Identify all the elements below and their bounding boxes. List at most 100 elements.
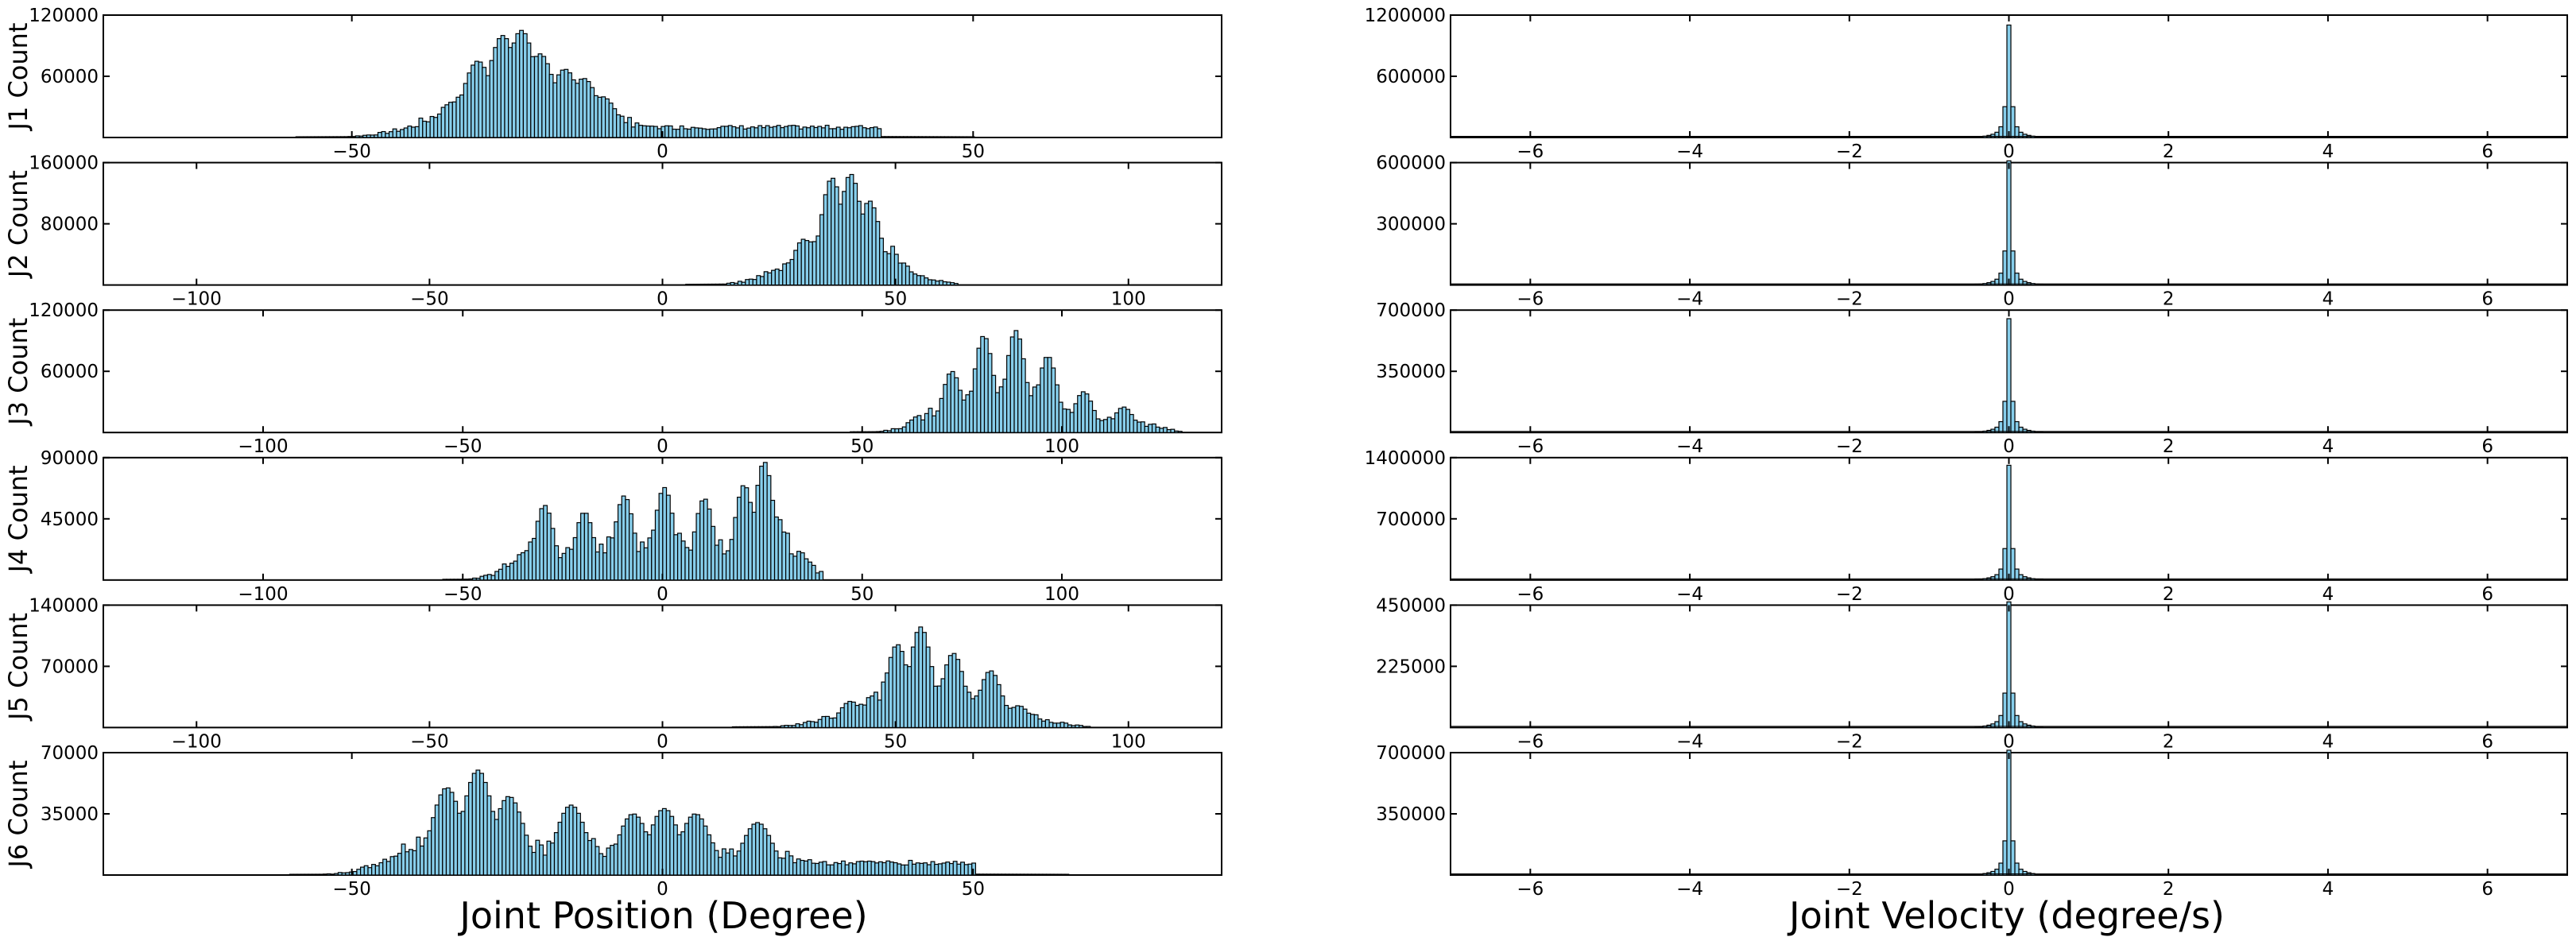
histogram-bar [1088, 401, 1094, 433]
histogram-bar [950, 282, 955, 286]
histogram-bar [647, 537, 653, 581]
y-tick-label: 60000 [41, 362, 99, 382]
histogram-bar [1080, 391, 1086, 433]
histogram-bar [934, 863, 939, 876]
histogram-bar [643, 547, 649, 581]
histogram-bar [370, 134, 375, 138]
histogram-bar [740, 485, 746, 581]
histogram-bar [804, 558, 809, 581]
histogram-bar [767, 272, 773, 286]
histogram-bar [2014, 862, 2020, 876]
histogram-bar [1062, 408, 1067, 433]
histogram-bar [567, 72, 572, 138]
histogram-bar [429, 115, 435, 138]
histogram-bar [735, 127, 741, 138]
histogram-bar [877, 861, 883, 876]
histogram-bar [1974, 579, 1980, 581]
histogram-bar [2014, 273, 2020, 286]
histogram-bar [792, 556, 798, 581]
histogram-bar [780, 725, 785, 729]
histogram-bar [455, 96, 461, 138]
histogram-bar [323, 873, 327, 876]
histogram-bar [711, 283, 716, 286]
histogram-bar [564, 807, 570, 876]
histogram-bar [760, 276, 765, 286]
histogram-bar [448, 102, 453, 138]
histogram-bar [532, 537, 537, 581]
histogram-bar [804, 240, 810, 286]
histogram-bar [445, 787, 451, 876]
histogram-bar [1140, 421, 1145, 433]
histogram-bar [970, 698, 975, 728]
histogram-bar [924, 277, 929, 286]
histogram-bar [1027, 873, 1032, 876]
histogram-bar [1015, 705, 1021, 728]
histogram-bar [330, 873, 335, 876]
histogram-bar [755, 822, 761, 876]
histogram-bar [994, 873, 999, 876]
x-tick-label: −2 [1836, 289, 1863, 310]
histogram-bar [612, 108, 618, 138]
histogram-bar [319, 873, 324, 876]
histogram-bar [817, 126, 823, 138]
histogram-bar [556, 74, 561, 138]
histogram-bar [366, 134, 371, 138]
histogram-bar [890, 428, 896, 433]
histogram-bar [650, 824, 656, 876]
histogram-bar [1079, 725, 1083, 729]
x-tick-label: 0 [2003, 289, 2015, 310]
histogram-bar [958, 389, 963, 433]
histogram-bar [550, 528, 556, 581]
histogram-bar [852, 863, 857, 876]
histogram-bar [963, 685, 968, 728]
histogram-bar [431, 817, 436, 876]
histogram-bar [393, 855, 399, 876]
histogram-bar [791, 725, 796, 728]
histogram-bar [858, 703, 864, 728]
histogram-bar [1006, 354, 1011, 433]
histogram-bar [617, 504, 622, 581]
histogram-bar [1084, 393, 1090, 433]
histogram-bar [718, 857, 723, 876]
histogram-bar [1055, 384, 1059, 433]
histogram-bar [1166, 429, 1172, 433]
histogram-bar [665, 494, 671, 581]
x-tick-label: 0 [657, 141, 668, 162]
histogram-bar [456, 812, 462, 876]
histogram-bar [881, 862, 887, 876]
histogram-bar [688, 549, 693, 581]
histogram-bar [737, 281, 742, 286]
histogram-bar [1170, 428, 1176, 433]
x-tick-label: 0 [657, 436, 668, 457]
x-tick-label: 6 [2481, 584, 2493, 605]
histogram-bar [800, 552, 805, 581]
histogram-bar [1990, 134, 1996, 138]
histogram-bar [848, 862, 854, 876]
histogram-bar [866, 697, 871, 728]
histogram-bar [1990, 576, 1996, 581]
y-tick-label: 350000 [1376, 362, 1446, 382]
histogram-bar [985, 672, 990, 729]
histogram-bar [1110, 418, 1116, 433]
histogram-bar [662, 486, 668, 581]
subplot-j3-velocity: −6 −4 −2 0 2 4 6 350000 700000 [1376, 300, 2568, 457]
histogram-bar [890, 246, 896, 286]
histogram-bar [751, 823, 757, 876]
histogram-bar [757, 726, 763, 729]
histogram-bar [960, 862, 965, 876]
x-tick-label: 2 [2163, 879, 2175, 900]
histogram-bar [765, 125, 770, 138]
histogram-bar [494, 819, 499, 876]
histogram-bar [1031, 873, 1036, 876]
x-tick-label: 4 [2322, 289, 2334, 310]
histogram-bar [657, 128, 662, 138]
histogram-bar [947, 655, 953, 728]
histogram-bar [1005, 873, 1010, 876]
histogram-bar [815, 862, 820, 876]
histogram-bar [877, 699, 882, 728]
histogram-bar [289, 873, 294, 876]
histogram-bar [879, 431, 885, 433]
histogram-bar [714, 850, 719, 876]
histogram-bar [905, 265, 910, 286]
histogram-bar [614, 521, 619, 581]
